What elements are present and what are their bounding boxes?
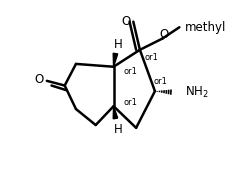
Text: or1: or1 [145, 53, 158, 62]
Text: or1: or1 [154, 77, 168, 86]
Text: or1: or1 [124, 67, 138, 76]
Text: methyl: methyl [185, 21, 226, 34]
Text: O: O [160, 28, 169, 41]
Text: or1: or1 [124, 98, 138, 107]
Text: O: O [121, 15, 130, 28]
Text: O: O [35, 73, 44, 86]
Text: H: H [114, 38, 123, 51]
Polygon shape [113, 53, 118, 67]
Polygon shape [113, 106, 118, 119]
Text: H: H [114, 123, 123, 136]
Text: NH$_2$: NH$_2$ [185, 85, 209, 100]
